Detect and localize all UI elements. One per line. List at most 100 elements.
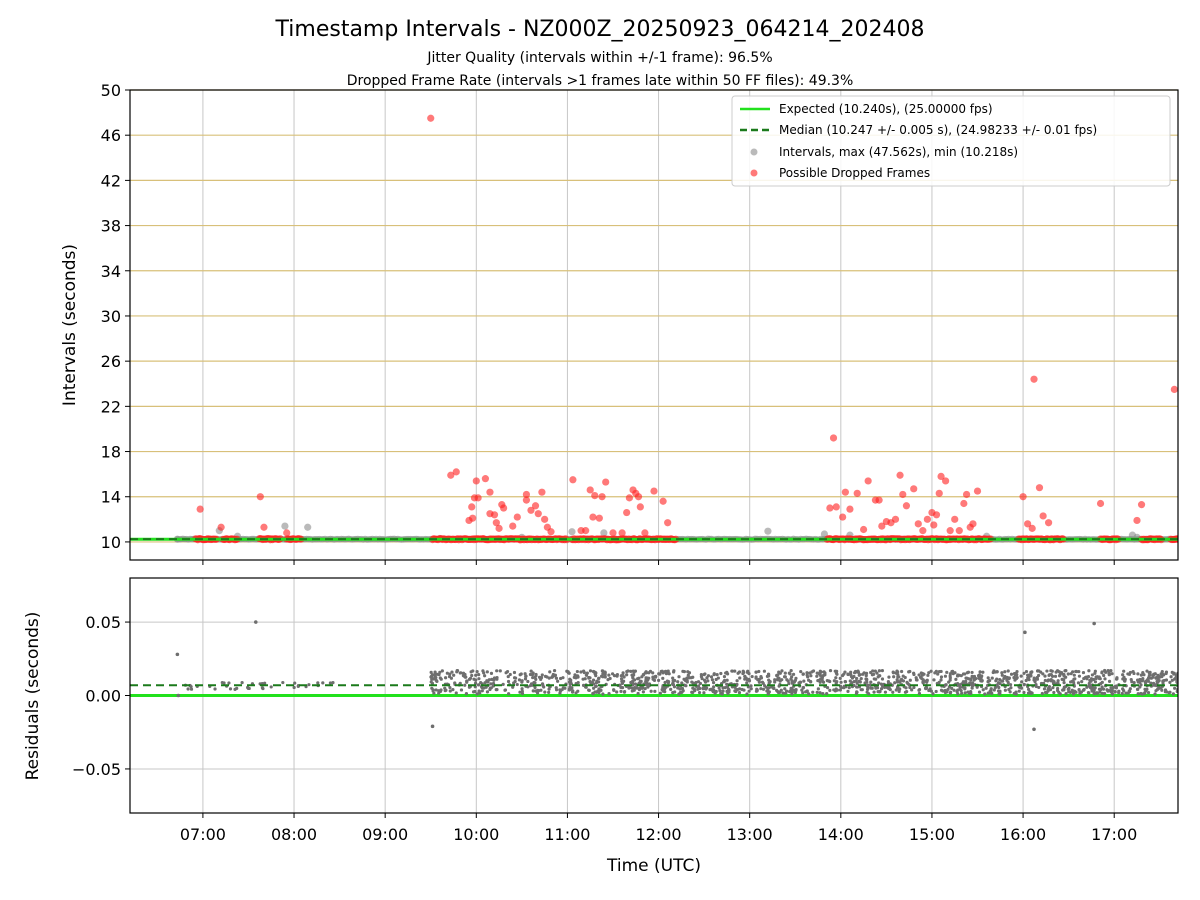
residual-point <box>1143 680 1147 684</box>
residual-point <box>880 669 884 673</box>
residual-point <box>1007 687 1011 692</box>
residual-point <box>981 670 985 674</box>
residual-point <box>1035 675 1039 680</box>
residual-point <box>1037 669 1041 673</box>
residual-point <box>495 687 499 692</box>
residual-point <box>512 670 517 675</box>
dropped-frame-point <box>500 504 508 512</box>
residual-point <box>875 671 879 675</box>
residual-point <box>631 676 635 680</box>
residual-point <box>629 669 633 673</box>
residual-point <box>825 692 829 696</box>
top-y-tick-label: 42 <box>101 171 121 190</box>
bottom-y-axis-label: Residuals (seconds) <box>23 612 43 781</box>
residual-point <box>483 674 487 678</box>
residual-point <box>690 680 694 684</box>
residual-point <box>638 679 642 683</box>
residual-point <box>1072 680 1076 685</box>
residual-point <box>754 670 758 674</box>
residual-point <box>927 671 931 675</box>
residual-point <box>1045 669 1049 673</box>
residual-point <box>725 678 729 682</box>
residual-point <box>513 679 517 684</box>
residual-point <box>672 678 677 683</box>
residual-point <box>961 680 965 684</box>
residual-point <box>730 669 734 673</box>
residual-point <box>1170 678 1174 682</box>
residual-point <box>1080 680 1084 684</box>
residual-point <box>475 670 479 674</box>
residual-point <box>791 672 796 676</box>
residual-point <box>777 690 781 695</box>
residual-point <box>1136 680 1140 684</box>
residual-point <box>1040 691 1044 696</box>
residual-point <box>905 690 909 694</box>
residual-point <box>587 688 591 692</box>
residual-point <box>213 687 217 691</box>
residual-point <box>1067 690 1071 694</box>
chart-subtitle-dropped-rate: Dropped Frame Rate (intervals >1 frames … <box>347 73 854 89</box>
dropped-frame-point <box>1024 520 1032 528</box>
residual-point <box>448 689 452 693</box>
residual-point <box>477 677 481 681</box>
residual-point <box>717 686 721 690</box>
residual-point <box>933 671 937 675</box>
residual-point <box>514 676 518 680</box>
residual-point <box>603 675 607 679</box>
residual-point <box>972 678 976 682</box>
residual-point <box>777 670 781 674</box>
residual-point <box>847 686 851 690</box>
dropped-frame-point <box>486 488 494 496</box>
residual-point <box>444 676 448 680</box>
residual-point <box>585 671 589 675</box>
residual-point <box>966 690 970 694</box>
residual-point <box>946 687 950 691</box>
residual-point <box>834 676 838 680</box>
dropped-frame-point <box>469 514 477 522</box>
residual-point <box>725 682 729 686</box>
residual-point <box>855 690 859 694</box>
residual-point <box>630 689 634 693</box>
residual-point <box>969 678 973 682</box>
residual-point <box>879 687 884 691</box>
residual-point <box>1173 686 1177 690</box>
residual-point <box>821 673 826 677</box>
residual-point <box>594 684 598 688</box>
residual-point <box>928 687 932 691</box>
residual-point <box>776 673 780 677</box>
residual-point <box>998 690 1002 695</box>
residual-point <box>991 670 995 675</box>
residual-point <box>685 676 689 680</box>
residual-point <box>765 689 769 693</box>
top-y-tick-label: 22 <box>101 397 121 416</box>
residual-point <box>939 669 943 674</box>
residual-point <box>651 671 655 675</box>
residual-point <box>773 680 777 684</box>
dropped-frame-point <box>960 499 968 508</box>
residual-point <box>887 675 891 679</box>
dropped-frame-point <box>664 519 672 527</box>
top-y-tick-label: 46 <box>101 126 121 145</box>
residual-point <box>463 683 467 687</box>
residual-point <box>894 688 898 692</box>
dropped-frame-point <box>447 471 455 479</box>
residual-point <box>1019 674 1023 678</box>
residual-point <box>587 675 591 680</box>
residual-point <box>1145 669 1149 673</box>
residual-point <box>1113 684 1117 689</box>
residual-point <box>1121 673 1125 677</box>
dropped-frame-point <box>534 510 542 518</box>
residual-point <box>978 670 982 674</box>
residual-point <box>996 681 1001 685</box>
interval-point <box>304 523 312 531</box>
residual-point <box>579 670 583 674</box>
residual-point <box>866 685 870 690</box>
dropped-frame-point <box>569 476 577 484</box>
residual-point <box>972 674 977 679</box>
residual-point <box>559 676 563 681</box>
residual-point <box>1142 673 1146 677</box>
residual-point <box>1026 676 1030 680</box>
residual-point <box>1097 676 1101 681</box>
residual-point <box>651 677 655 681</box>
dropped-frame-point <box>634 493 643 501</box>
